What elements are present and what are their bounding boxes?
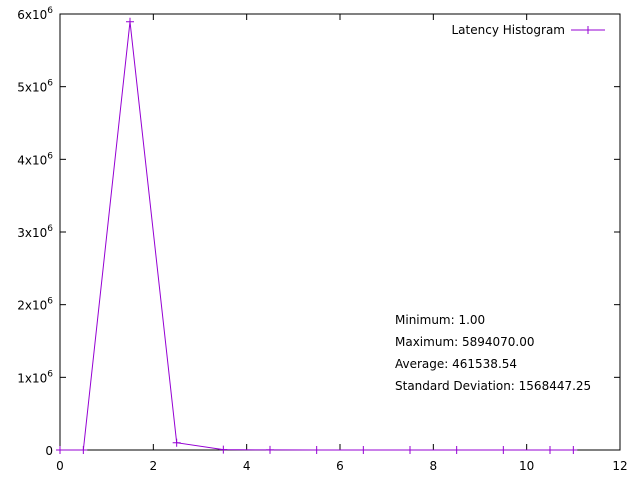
x-tick-label: 4 [243, 459, 251, 473]
data-point-marker [126, 17, 134, 26]
y-tick-label: 6x106 [17, 6, 53, 22]
y-tick-label: 2x106 [17, 297, 53, 313]
data-point-marker [499, 445, 508, 454]
x-axis-ticks: 0 2 4 6 8 10 12 [56, 14, 628, 473]
y-tick-label: 4x106 [17, 151, 53, 167]
legend: Latency Histogram [452, 23, 605, 37]
stat-std-deviation: Standard Deviation: 1568447.25 [395, 379, 591, 393]
series-group [56, 17, 578, 454]
y-axis-ticks: 0 1x106 2x106 3x106 4x106 5x106 6x106 [17, 6, 620, 458]
x-tick-label: 12 [612, 459, 627, 473]
x-tick-label: 8 [430, 459, 438, 473]
data-point-marker [406, 445, 414, 454]
stat-maximum: Maximum: 5894070.00 [395, 335, 535, 349]
stat-minimum: Minimum: 1.00 [395, 313, 485, 327]
data-point-marker [569, 445, 578, 454]
legend-label: Latency Histogram [452, 23, 566, 37]
stat-average: Average: 461538.54 [395, 357, 517, 371]
y-tick-label: 0 [45, 444, 53, 458]
legend-marker-sample [584, 26, 592, 34]
data-point-marker [359, 445, 368, 454]
data-point-marker [172, 438, 181, 447]
statistics-annotations: Minimum: 1.00 Maximum: 5894070.00 Averag… [395, 313, 591, 393]
data-point-marker [79, 446, 88, 454]
y-tick-label: 1x106 [17, 369, 53, 385]
x-tick-label: 0 [56, 459, 64, 473]
data-point-marker [312, 445, 321, 454]
data-point-marker [219, 445, 228, 454]
data-point-marker [56, 446, 64, 454]
data-point-marker [546, 445, 554, 454]
x-tick-label: 2 [150, 459, 158, 473]
data-point-marker [452, 445, 461, 454]
y-tick-label: 3x106 [17, 224, 53, 240]
x-tick-label: 6 [336, 459, 344, 473]
y-tick-label: 5x106 [17, 79, 53, 95]
x-tick-label: 10 [519, 459, 534, 473]
data-point-marker [266, 445, 274, 454]
